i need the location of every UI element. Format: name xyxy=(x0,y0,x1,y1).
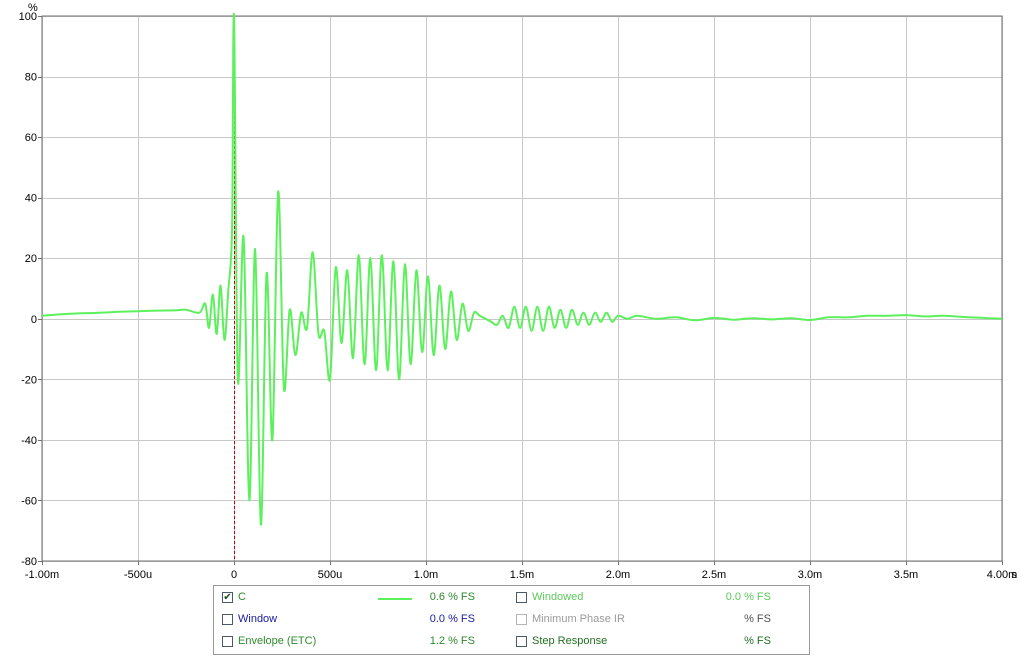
y-tick-label-6: -20 xyxy=(21,374,37,386)
y-tick-label-9: -80 xyxy=(21,556,37,568)
c-checkbox[interactable]: ✔ xyxy=(222,592,233,603)
x-tick-label-9: 3.5m xyxy=(894,569,918,581)
y-tick-label-1: 80 xyxy=(25,72,37,84)
envelope-etc-value: 1.2 % FS xyxy=(429,635,475,647)
y-tick-label-5: 0 xyxy=(31,314,37,326)
series-line-c xyxy=(41,12,1003,526)
window-value: 0.0 % FS xyxy=(429,613,475,625)
y-axis-label: % xyxy=(28,2,38,14)
step-response-checkbox[interactable] xyxy=(516,636,527,647)
impulse-response-chart: -1.00m -500u 0 500u 1.0m 1.5m 2.0m 2.5m 3.0m 3.5m… xyxy=(19,2,1018,581)
minimum-phase-ir-checkbox[interactable] xyxy=(516,614,527,625)
legend-row-c: ✔ C 0.6 % FS Windowed 0.0 % FS xyxy=(214,588,809,610)
y-tick-label-2: 60 xyxy=(25,132,37,144)
x-tick-label-0: -1.00m xyxy=(25,569,59,581)
step-response-label: Step Response xyxy=(532,635,608,647)
envelope-etc-label: Envelope (ETC) xyxy=(238,635,317,647)
legend-row-envelope: Envelope (ETC) 1.2 % FS Step Response % … xyxy=(214,632,809,654)
x-tick-label-5: 1.5m xyxy=(510,569,534,581)
y-tick-label-7: -40 xyxy=(21,435,37,447)
x-tick-label-3: 500u xyxy=(318,569,342,581)
y-tick-label-8: -60 xyxy=(21,495,37,507)
c-swatch xyxy=(378,598,412,600)
grid xyxy=(42,16,1003,562)
x-tick-label-2: 0 xyxy=(231,569,237,581)
x-tick-label-6: 2.0m xyxy=(606,569,630,581)
x-axis: -1.00m -500u 0 500u 1.0m 1.5m 2.0m 2.5m 3.0m 3.5m… xyxy=(25,561,1017,581)
series-layer xyxy=(41,12,1003,526)
x-tick-label-1: -500u xyxy=(124,569,152,581)
windowed-label: Windowed xyxy=(532,591,584,603)
window-checkbox[interactable] xyxy=(222,614,233,625)
x-tick-label-10: 4.00m xyxy=(987,569,1018,581)
windowed-checkbox[interactable] xyxy=(516,592,527,603)
x-tick-label-7: 2.5m xyxy=(702,569,726,581)
step-response-value: % FS xyxy=(744,635,771,647)
y-tick-label-0: 100 xyxy=(19,11,37,23)
y-axis: 100 80 60 40 20 0 -20 -40 -60 -80 xyxy=(19,11,42,568)
x-tick-label-4: 1.0m xyxy=(414,569,438,581)
x-tick-label-8: 3.0m xyxy=(798,569,822,581)
c-label: C xyxy=(238,591,246,603)
c-value: 0.6 % FS xyxy=(429,591,475,603)
window-label: Window xyxy=(238,613,278,625)
y-tick-label-4: 20 xyxy=(25,253,37,265)
windowed-value: 0.0 % FS xyxy=(725,591,771,603)
envelope-etc-checkbox[interactable] xyxy=(222,636,233,647)
y-tick-label-3: 40 xyxy=(25,193,37,205)
minimum-phase-ir-value: % FS xyxy=(744,613,771,625)
x-axis-unit: s xyxy=(1011,569,1017,581)
legend-panel: ✔ C 0.6 % FS Windowed 0.0 % FS Window 0.… xyxy=(213,585,810,655)
legend-row-window: Window 0.0 % FS Minimum Phase IR % FS xyxy=(214,610,809,632)
minimum-phase-ir-label: Minimum Phase IR xyxy=(532,613,625,625)
